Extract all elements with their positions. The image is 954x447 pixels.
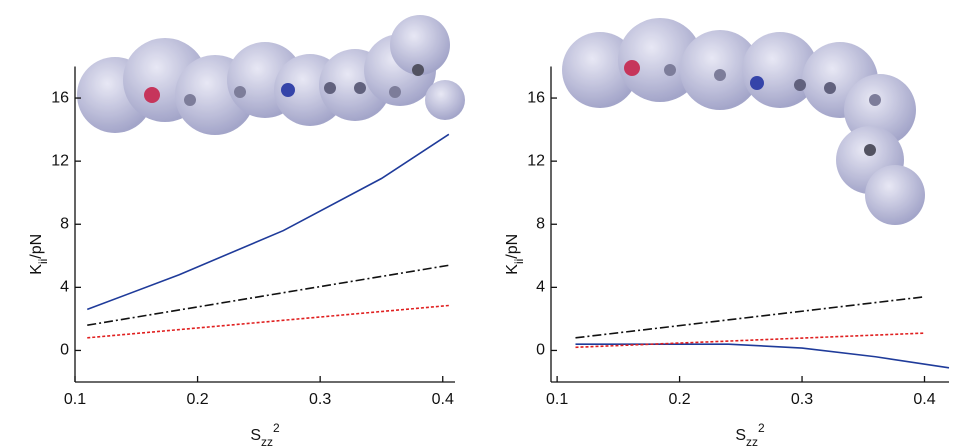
x-tick-label: 0.4 xyxy=(913,391,935,408)
x-axis-label-part: S xyxy=(250,427,261,444)
y-tick-label: 16 xyxy=(51,89,69,106)
y-tick-label: 8 xyxy=(60,215,69,232)
data-line xyxy=(87,305,449,337)
x-axis-label-part: 2 xyxy=(273,421,280,435)
x-axis-label-part: 2 xyxy=(758,421,765,435)
data-line xyxy=(575,344,949,368)
molecule-left xyxy=(77,15,465,135)
data-line xyxy=(87,265,449,325)
x-tick-label: 0.3 xyxy=(309,391,331,408)
x-tick-label: 0.3 xyxy=(791,391,813,408)
x-axis-label-part: S xyxy=(735,427,746,444)
y-axis-label-part: /pN xyxy=(28,234,45,259)
x-tick-label: 0.1 xyxy=(546,391,568,408)
x-axis-label: Szz2 xyxy=(250,421,280,447)
y-axis-label: Kii/pN xyxy=(504,234,526,275)
y-tick-label: 12 xyxy=(527,152,545,169)
y-axis-label-part: K xyxy=(28,264,45,275)
y-tick-label: 0 xyxy=(60,342,69,359)
x-tick-label: 0.1 xyxy=(64,391,86,408)
y-tick-label: 4 xyxy=(536,279,545,296)
x-axis-label-part: zz xyxy=(261,435,273,447)
y-tick-label: 4 xyxy=(60,279,69,296)
y-axis-label: Kii/pN xyxy=(28,234,50,275)
y-tick-label: 8 xyxy=(536,215,545,232)
molecule-right xyxy=(562,18,925,225)
y-axis-label-part: /pN xyxy=(504,234,521,259)
y-tick-label: 12 xyxy=(51,152,69,169)
x-axis-label: Szz2 xyxy=(735,421,765,447)
figure: 04812160.10.20.30.4Kii/pNSzz204812160.10… xyxy=(0,0,954,447)
x-axis-label-part: zz xyxy=(746,435,758,447)
data-line xyxy=(575,297,924,338)
x-tick-label: 0.2 xyxy=(186,391,208,408)
data-line xyxy=(87,134,449,309)
x-tick-label: 0.2 xyxy=(668,391,690,408)
y-axis-label-part: K xyxy=(504,264,521,275)
x-tick-label: 0.4 xyxy=(432,391,454,408)
y-tick-label: 0 xyxy=(536,342,545,359)
y-tick-label: 16 xyxy=(527,89,545,106)
